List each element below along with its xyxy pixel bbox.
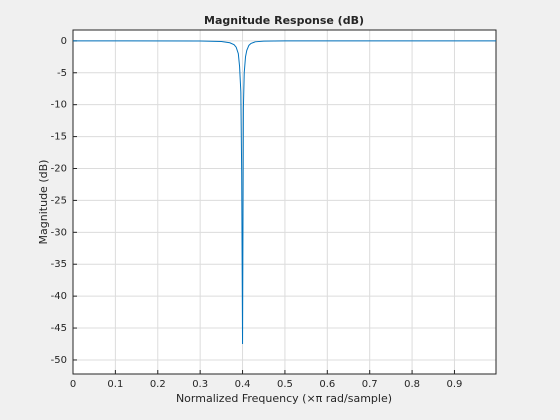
x-tick-label: 0.9	[447, 379, 463, 390]
x-tick-label: 0.7	[362, 379, 378, 390]
y-tick-label: -25	[51, 195, 67, 206]
x-tick-label: 0.8	[404, 379, 420, 390]
y-tick-label: 0	[61, 36, 67, 47]
x-tick-label: 0.4	[235, 379, 251, 390]
x-axis-label: Normalized Frequency (×π rad/sample)	[176, 392, 392, 405]
y-tick-label: -10	[51, 100, 67, 111]
chart-title: Magnitude Response (dB)	[204, 14, 364, 27]
axes-box	[72, 29, 497, 375]
line-series	[72, 40, 496, 345]
y-tick-label: -20	[51, 163, 67, 174]
y-tick-label: -50	[51, 355, 67, 366]
y-tick-label: -15	[51, 132, 67, 143]
y-tick-label: -35	[51, 259, 67, 270]
x-tick-label: 0.6	[319, 379, 335, 390]
x-tick-label: 0.2	[150, 379, 166, 390]
x-tick-label: 0.1	[107, 379, 123, 390]
x-tick-label: 0.3	[192, 379, 208, 390]
x-tick-label: 0.5	[277, 379, 293, 390]
y-axis-label: Magnitude (dB)	[37, 160, 50, 245]
y-tick-label: -45	[51, 323, 67, 334]
y-tick-label: -5	[57, 68, 67, 79]
y-tick-label: -40	[51, 291, 67, 302]
y-tick-label: -30	[51, 227, 67, 238]
x-tick-label: 0	[70, 379, 76, 390]
